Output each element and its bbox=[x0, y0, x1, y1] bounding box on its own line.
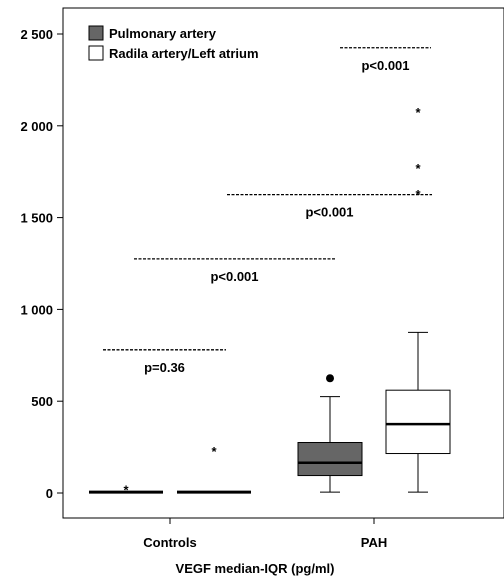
y-tick-label: 2 500 bbox=[20, 27, 53, 42]
iqr-box bbox=[385, 389, 451, 455]
p-value-label: p<0.001 bbox=[210, 269, 258, 284]
legend: Pulmonary artery Radila artery/Left atriu… bbox=[88, 25, 259, 61]
y-tick-label: 2 000 bbox=[20, 119, 53, 134]
extreme-point: * bbox=[211, 444, 217, 459]
p-value-label: p<0.001 bbox=[361, 58, 409, 73]
y-axis: 0 500 1 000 1 500 2 000 2 500 bbox=[20, 27, 63, 501]
box-controls-pulmonary: * bbox=[89, 482, 163, 497]
iqr-box bbox=[297, 442, 363, 477]
x-category-label: PAH bbox=[361, 535, 387, 550]
x-axis: Controls PAH bbox=[143, 518, 387, 550]
legend-label: Pulmonary artery bbox=[109, 26, 217, 41]
legend-swatch bbox=[88, 25, 104, 41]
significance-annotations: p=0.36 p<0.001 p<0.001 p<0.001 bbox=[103, 47, 432, 375]
extreme-point: * bbox=[415, 105, 421, 120]
x-category-label: Controls bbox=[143, 535, 196, 550]
box-plots: ***** bbox=[89, 105, 451, 497]
legend-swatch bbox=[88, 45, 104, 61]
p-value-label: p<0.001 bbox=[305, 205, 353, 220]
outlier-point bbox=[326, 374, 334, 383]
box-controls-radial: * bbox=[177, 444, 251, 494]
y-tick-label: 1 000 bbox=[20, 302, 53, 317]
box-pah-pulmonary bbox=[297, 374, 363, 493]
extreme-point: * bbox=[123, 482, 129, 497]
extreme-point: * bbox=[415, 161, 421, 176]
legend-label: Radila artery/Left atrium bbox=[109, 46, 259, 61]
y-tick-label: 500 bbox=[31, 394, 53, 409]
box-pah-radial: *** bbox=[385, 105, 451, 493]
x-axis-label: VEGF median-IQR (pg/ml) bbox=[176, 561, 335, 576]
p-value-label: p=0.36 bbox=[144, 360, 185, 375]
y-tick-label: 1 500 bbox=[20, 211, 53, 226]
y-tick-label: 0 bbox=[46, 486, 53, 501]
